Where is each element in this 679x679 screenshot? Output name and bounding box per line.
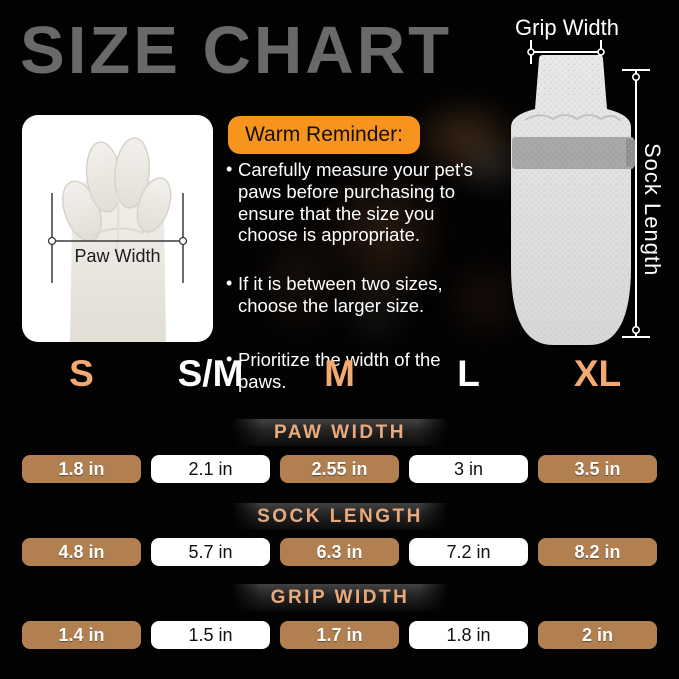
grip-width-label: Grip Width	[515, 15, 619, 40]
table-cell: 4.8 in	[22, 538, 141, 566]
table-cell: 1.7 in	[280, 621, 399, 649]
table-cell: 1.4 in	[22, 621, 141, 649]
table-cell: 3.5 in	[538, 455, 657, 483]
table-cell: 2.1 in	[151, 455, 270, 483]
table-cell: 1.5 in	[151, 621, 270, 649]
size-label-s: S	[69, 353, 94, 394]
reminder-item: • Prioritize the width of the paws.	[226, 349, 478, 393]
reminder-text: If it is between two sizes, choose the l…	[238, 273, 443, 317]
table-row-paw-width: 1.8 in 2.1 in 2.55 in 3 in 3.5 in	[22, 455, 657, 483]
warm-reminder-badge: Warm Reminder:	[228, 116, 420, 154]
section-header-label: GRIP WIDTH	[270, 587, 410, 608]
size-row: S S/M M L XL	[22, 350, 657, 398]
page-title: SIZE CHART	[20, 13, 452, 88]
bullet-icon: •	[226, 273, 233, 294]
section-header-label: SOCK LENGTH	[257, 506, 423, 527]
reminder-item: • If it is between two sizes, choose the…	[226, 273, 478, 317]
table-cell: 1.8 in	[22, 455, 141, 483]
table-cell: 5.7 in	[151, 538, 270, 566]
size-label-m: M	[324, 353, 355, 394]
reminder-text: Prioritize the width of the paws.	[238, 348, 441, 392]
table-cell: 7.2 in	[409, 538, 528, 566]
sock-illustration	[511, 40, 650, 345]
table-cell: 6.3 in	[280, 538, 399, 566]
size-label-s-m: S/M	[177, 353, 244, 394]
section-header-grip-width: GRIP WIDTH	[231, 584, 449, 611]
section-header-paw-width: PAW WIDTH	[231, 419, 449, 446]
table-cell: 2 in	[538, 621, 657, 649]
paw-width-label: Paw Width	[74, 246, 161, 266]
sock-length-measure-lines	[622, 69, 650, 338]
table-cell: 1.8 in	[409, 621, 528, 649]
reminder-text: Carefully measure your pet's paws before…	[238, 159, 473, 246]
section-header-sock-length: SOCK LENGTH	[231, 503, 449, 530]
reminder-list: • Carefully measure your pet's paws befo…	[226, 159, 478, 393]
table-cell: 3 in	[409, 455, 528, 483]
bullet-icon: •	[226, 348, 233, 369]
table-row-sock-length: 4.8 in 5.7 in 6.3 in 7.2 in 8.2 in	[22, 538, 657, 566]
sock-length-label: Sock Length	[640, 143, 665, 277]
sock-measurement-diagram: Grip Width	[495, 15, 679, 360]
paw-photo-illustration	[47, 137, 188, 342]
section-header-label: PAW WIDTH	[274, 422, 406, 443]
reminder-item: • Carefully measure your pet's paws befo…	[226, 159, 478, 246]
size-label-l: L	[457, 353, 480, 394]
size-label-xl: XL	[573, 353, 622, 394]
bullet-icon: •	[226, 159, 233, 179]
table-row-grip-width: 1.4 in 1.5 in 1.7 in 1.8 in 2 in	[22, 621, 657, 649]
paw-measurement-card: Paw Width	[22, 115, 213, 342]
table-cell: 2.55 in	[280, 455, 399, 483]
table-cell: 8.2 in	[538, 538, 657, 566]
